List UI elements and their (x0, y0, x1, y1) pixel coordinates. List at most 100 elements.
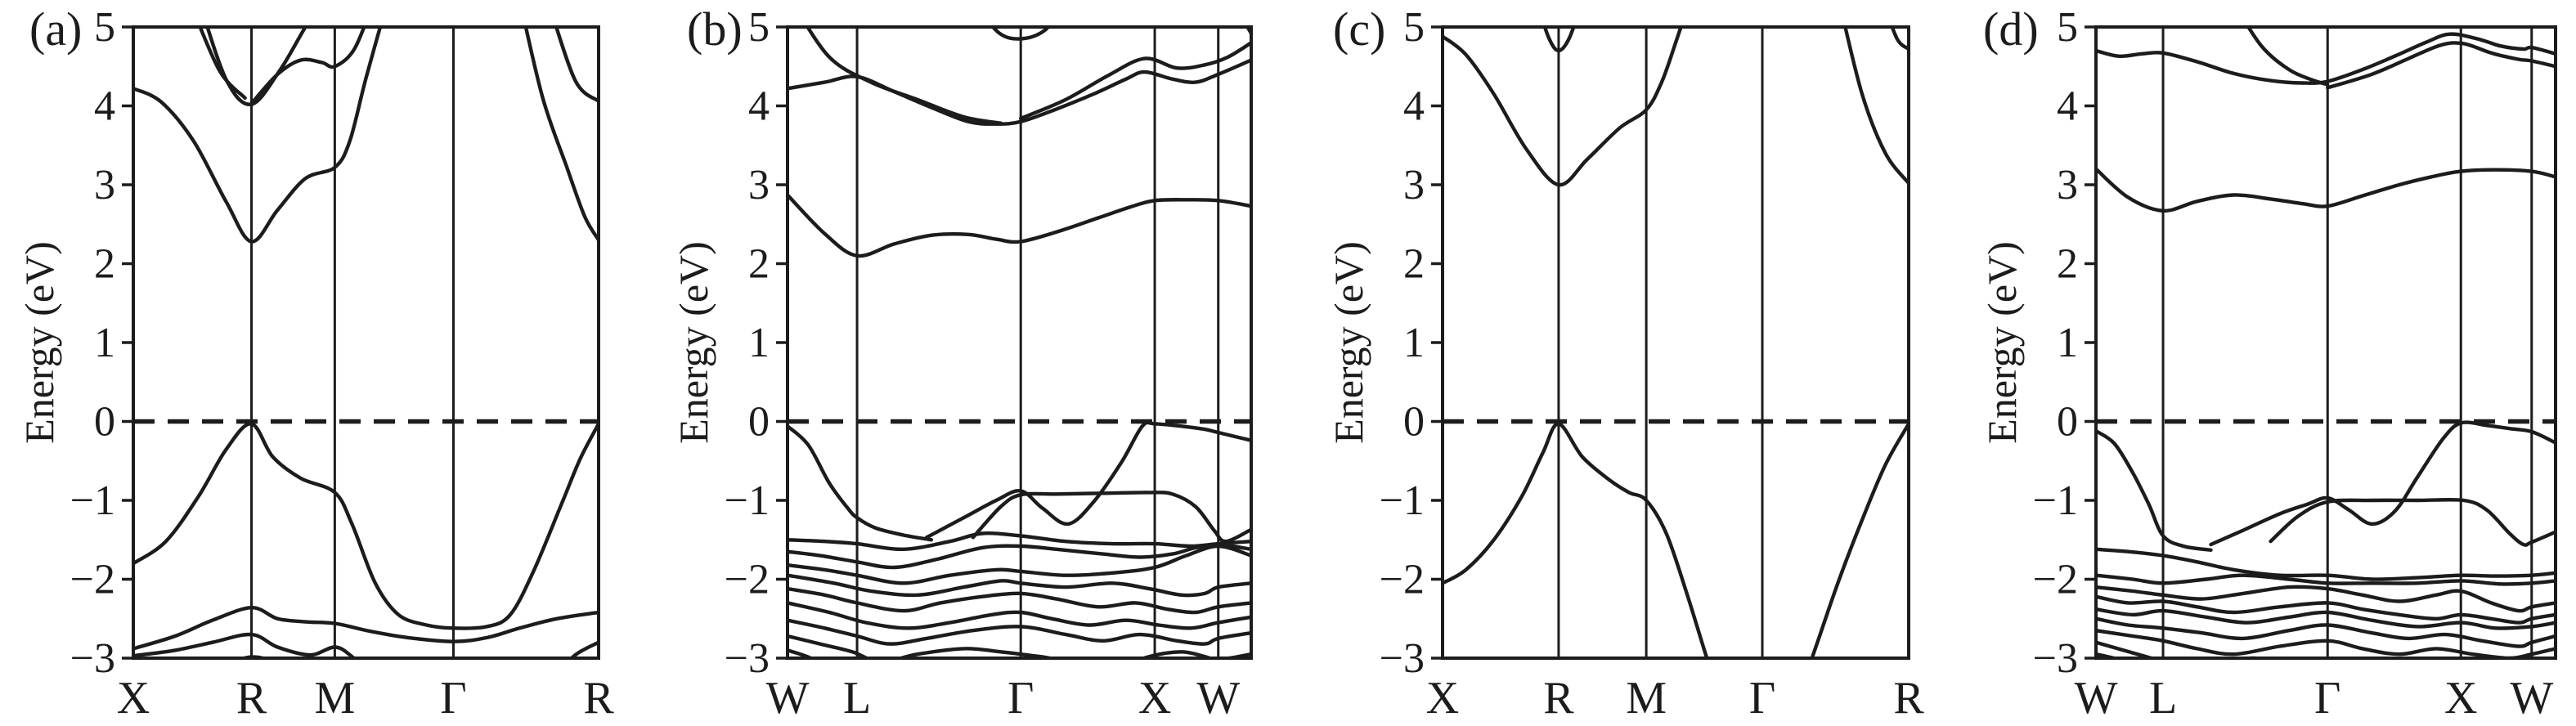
y-tick-label: 1 (748, 320, 770, 366)
y-axis-title: Energy (eV) (16, 241, 62, 444)
band-curve-tangle-8-left (788, 634, 1058, 658)
band-curve-valence-2 (133, 605, 599, 651)
bands-a (133, 27, 599, 658)
kpoint-label-L: L (843, 673, 871, 724)
band-curve-conduction-1 (788, 193, 1251, 258)
band-curve-tangle-4 (2096, 594, 2556, 625)
band-curve-tangle-3 (788, 544, 1251, 585)
y-tick-label: −1 (725, 477, 770, 524)
band-curve-tangle-2 (2096, 573, 2556, 586)
kpoint-label-Γ: Γ (1749, 673, 1775, 724)
band-curve-valence-top-right (1810, 422, 1909, 658)
y-tick-label: −1 (70, 477, 115, 524)
kpoint-label-R: R (1543, 673, 1574, 724)
band-curve-conduction-3-steep (805, 27, 1003, 125)
y-axis-title: Energy (eV) (1979, 241, 2025, 444)
kpoint-label-M: M (1626, 673, 1667, 724)
band-curve-tangle-6 (788, 601, 1251, 630)
y-tick-label: −3 (1380, 635, 1425, 682)
y-tick-label: 5 (1403, 4, 1425, 51)
bands-d (2096, 27, 2556, 658)
y-tick-label: 3 (94, 162, 115, 208)
y-tick-label: 4 (748, 83, 770, 130)
y-tick-label: 3 (2057, 162, 2078, 208)
band-curve-tangle-1 (788, 531, 1251, 552)
panel-letter-a: (a) (29, 2, 83, 56)
kpoint-label-L: L (2149, 673, 2177, 724)
band-curve-valence-top-right (924, 420, 1251, 540)
y-tick-label: 2 (2057, 241, 2078, 288)
band-curve-conduction-parabola-R (205, 27, 308, 106)
y-tick-label: 1 (2057, 320, 2078, 366)
band-curve-tangle-8-right (1138, 650, 1251, 658)
y-tick-label: −2 (70, 557, 115, 603)
y-tick-label: −2 (725, 557, 770, 603)
y-tick-label: −1 (2033, 477, 2078, 524)
y-tick-label: −3 (725, 635, 770, 682)
kpoint-label-Γ: Γ (2314, 673, 2340, 724)
y-tick-label: 4 (94, 83, 115, 130)
bands-c (1443, 27, 1909, 658)
band-curve-conduction-corner (1890, 27, 1909, 52)
band-curve-tangle-9b (927, 661, 1010, 676)
y-tick-label: −1 (1380, 477, 1425, 524)
band-curve-conduction-main-left (1443, 27, 1683, 187)
band-curve-conduction-wiggle-M (249, 27, 366, 105)
band-curve-valence-top-right (2209, 420, 2556, 547)
band-curve-tangle-3 (2096, 585, 2556, 613)
y-tick-label: 1 (94, 320, 115, 366)
band-curve-tangle-9a (788, 648, 815, 658)
kpoint-label-R: R (1893, 673, 1924, 724)
kpoint-label-R: R (236, 673, 267, 724)
kpoint-label-W: W (2075, 673, 2118, 724)
y-tick-label: 1 (1403, 320, 1425, 366)
y-tick-label: 0 (2057, 399, 2078, 446)
band-curve-conduction-1 (2096, 167, 2556, 213)
kpoint-label-X: X (2444, 673, 2477, 724)
panel-c: 5 4 3 2 1 0 −1 −2 −3X R M Γ R Energy (eV) (1326, 4, 1924, 724)
band-curve-conduction-parabola-R-inner (198, 27, 247, 101)
y-tick-label: 4 (2057, 83, 2078, 130)
y-tick-label: 2 (748, 241, 770, 288)
band-curve-tangle-6 (2096, 616, 2556, 648)
band-curve-tangle-8a (2096, 640, 2157, 658)
band-curve-valence-top-left (2096, 428, 2213, 552)
band-curve-valence-top-left (1443, 422, 1709, 658)
band-curve-tangle-4 (788, 573, 1251, 598)
band-curve-valence-flat-gamma-x (2269, 497, 2556, 547)
y-tick-label: −2 (2033, 557, 2078, 603)
band-curve-tangle-5 (788, 586, 1251, 615)
y-tick-label: −3 (2033, 635, 2078, 682)
y-axis-title: Energy (eV) (1326, 241, 1371, 444)
y-tick-label: −2 (1380, 557, 1425, 603)
y-tick-label: 5 (2057, 4, 2078, 51)
band-curve-tangle-7 (788, 618, 1251, 646)
y-tick-label: 2 (94, 241, 115, 288)
band-curve-valence-flat-gamma-x (971, 491, 1251, 544)
y-axis-title: Energy (eV) (671, 241, 716, 444)
kpoint-label-W: W (766, 673, 810, 724)
band-curve-conduction-main-right (1843, 27, 1909, 186)
kpoint-label-W: W (2510, 673, 2553, 724)
band-curve-conduction-corner (1245, 27, 1251, 35)
band-curve-valence-top-left (788, 424, 933, 542)
y-tick-label: 5 (94, 4, 115, 51)
band-curve-tangle-7 (2096, 629, 2556, 658)
kpoint-label-X: X (117, 673, 150, 724)
band-curve-conduction-main-right (523, 27, 599, 242)
band-curve-conduction-3-steep (2246, 27, 2330, 87)
panel-letter-c: (c) (1333, 2, 1386, 56)
band-curve-tangle-5 (2096, 607, 2556, 630)
kpoint-label-W: W (1196, 673, 1240, 724)
plot-frame (2094, 25, 2557, 660)
kpoint-label-X: X (1138, 673, 1171, 724)
y-tick-label: 3 (1403, 162, 1425, 208)
band-curve-conduction-2 (2096, 32, 2556, 85)
y-tick-label: 0 (94, 399, 115, 446)
band-curve-conduction-4-right (1019, 41, 1251, 121)
band-curve-conduction-corner-right (554, 27, 599, 103)
